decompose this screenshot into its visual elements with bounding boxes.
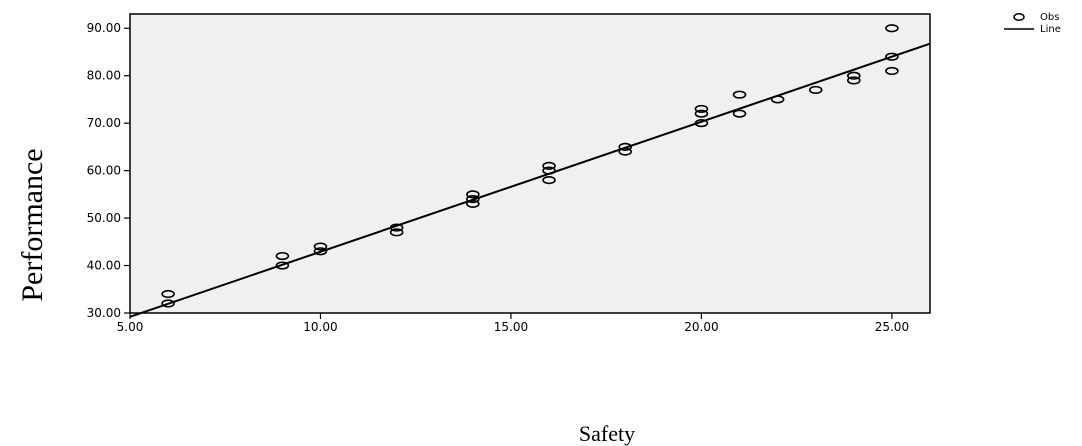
plot-area xyxy=(129,13,931,314)
observed-point xyxy=(161,289,175,299)
observed-point xyxy=(885,52,899,61)
observed-point xyxy=(770,95,785,104)
legend-obs-marker xyxy=(1013,13,1025,21)
observed-points-layer xyxy=(161,24,899,308)
y-tick-label: 40.00 xyxy=(87,259,121,273)
x-axis-title: Safety xyxy=(579,421,635,446)
observed-point xyxy=(313,242,328,251)
y-axis-title: Performance xyxy=(16,148,49,301)
observed-point xyxy=(275,251,290,261)
y-tick-label: 90.00 xyxy=(87,21,121,35)
fit-line-layer xyxy=(129,42,931,318)
observed-point xyxy=(466,199,480,208)
observed-point xyxy=(542,161,556,170)
observed-point xyxy=(808,85,823,95)
observed-point xyxy=(389,228,404,237)
observed-point xyxy=(618,142,633,151)
observed-point xyxy=(847,76,861,85)
observed-point xyxy=(694,109,709,118)
observed-point xyxy=(389,223,404,232)
x-axis: 5.00 10.00 15.00 20.00 25.00 xyxy=(117,313,909,334)
observed-point xyxy=(694,119,709,128)
x-tick-label: 20.00 xyxy=(684,320,718,334)
observed-point xyxy=(313,247,328,256)
x-tick-label: 10.00 xyxy=(303,320,337,334)
x-tick-label: 25.00 xyxy=(875,320,909,334)
observed-point xyxy=(542,166,556,175)
legend-obs-label: Obs xyxy=(1040,12,1059,23)
y-tick-label: 70.00 xyxy=(87,116,121,130)
observed-point xyxy=(275,261,290,270)
fit-line xyxy=(129,42,931,318)
observed-point xyxy=(466,194,480,204)
observed-point xyxy=(885,66,899,76)
observed-point xyxy=(885,24,899,33)
observed-point xyxy=(542,176,556,185)
observed-point xyxy=(694,104,709,114)
observed-point xyxy=(732,90,747,99)
y-tick-label: 50.00 xyxy=(87,211,121,225)
observed-point xyxy=(466,190,480,199)
y-tick-label: 30.00 xyxy=(87,306,121,320)
x-tick-label: 5.00 xyxy=(117,320,144,334)
legend-line-label: Line xyxy=(1040,24,1061,35)
legend: Obs Line xyxy=(1004,12,1061,35)
x-tick-label: 15.00 xyxy=(494,320,528,334)
observed-point xyxy=(847,71,861,80)
y-tick-label: 60.00 xyxy=(87,164,121,178)
y-axis: 30.00 40.00 50.00 60.00 70.00 80.00 90.00 xyxy=(87,21,130,320)
observed-point xyxy=(161,299,175,308)
y-tick-label: 80.00 xyxy=(87,69,121,83)
observed-point xyxy=(732,109,747,118)
observed-point xyxy=(618,147,633,156)
